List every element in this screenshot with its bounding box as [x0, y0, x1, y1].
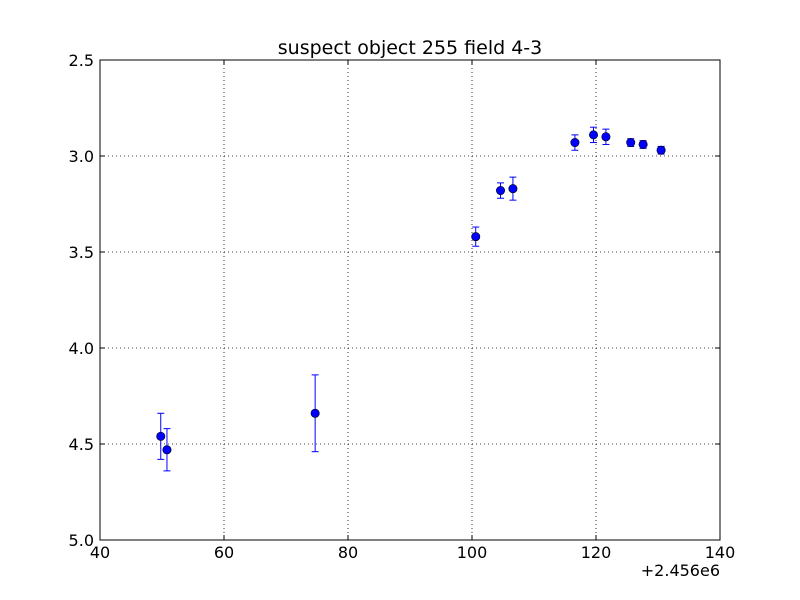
y-tick-label: 5.0 [69, 531, 94, 550]
x-tick-label: 100 [457, 543, 488, 562]
y-tick-label: 4.0 [69, 339, 94, 358]
x-tick-label: 60 [214, 543, 234, 562]
y-tick-labels: 2.5 3.0 3.5 4.0 4.5 5.0 [69, 51, 94, 550]
x-offset-label: +2.456e6 [641, 561, 720, 580]
chart-title: suspect object 255 field 4-3 [278, 37, 543, 59]
y-tick-label: 4.5 [69, 435, 94, 454]
data-point [508, 184, 518, 194]
x-tick-label: 140 [705, 543, 736, 562]
data-point [162, 445, 172, 455]
y-tick-label: 2.5 [69, 51, 94, 70]
x-tick-label: 40 [90, 543, 110, 562]
data-point [626, 138, 636, 148]
data-point [496, 186, 506, 196]
data-point [638, 139, 648, 149]
data-point [601, 132, 611, 142]
data-point [589, 130, 599, 140]
data-point [310, 408, 320, 418]
grid-layer [100, 60, 720, 540]
data-point [570, 138, 580, 148]
data-point [656, 145, 666, 155]
x-tick-label: 120 [581, 543, 612, 562]
y-tick-label: 3.0 [69, 147, 94, 166]
plot-frame [99, 59, 721, 541]
x-tick-label: 80 [338, 543, 358, 562]
data-points [156, 130, 666, 455]
data-point [471, 232, 481, 242]
y-tick-label: 3.5 [69, 243, 94, 262]
data-point [156, 431, 166, 441]
x-tick-labels: 40 60 80 100 120 140 [90, 543, 735, 562]
